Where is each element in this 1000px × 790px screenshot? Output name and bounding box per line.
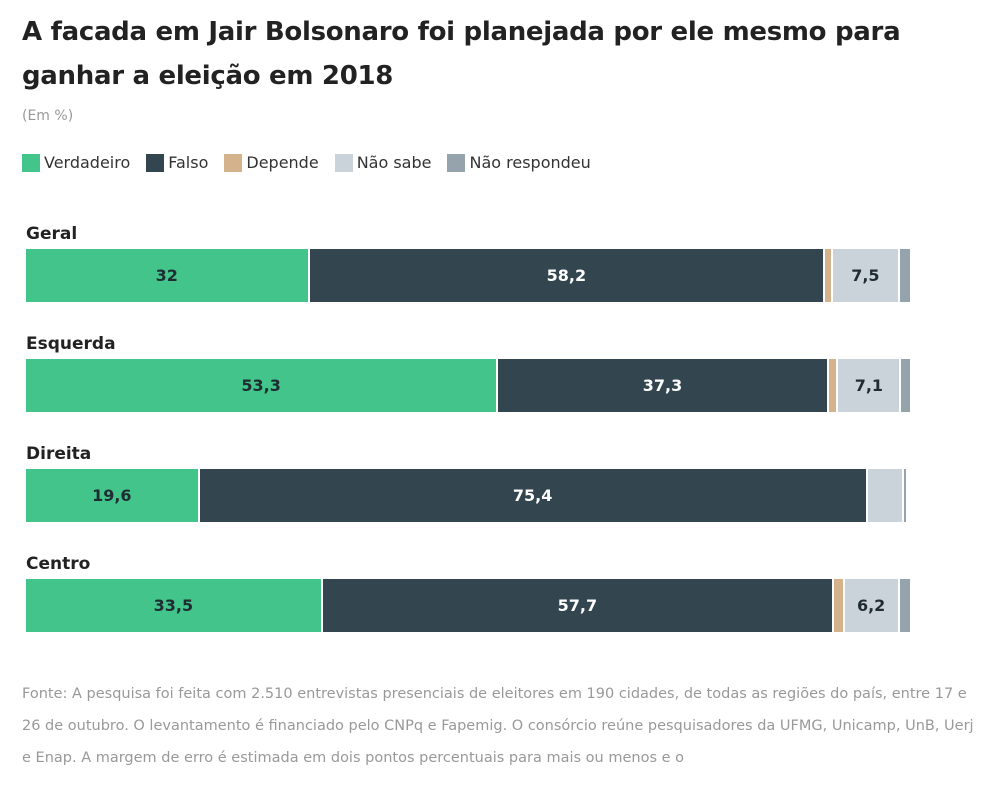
chart-subtitle: (Em %) <box>22 108 74 124</box>
data-label: 19,6 <box>92 486 132 505</box>
data-label: 57,7 <box>557 596 598 615</box>
legend-label: Verdadeiro <box>44 153 131 172</box>
source-note: Fonte: A pesquisa foi feita com 2.510 en… <box>22 686 974 766</box>
data-label: 7,5 <box>851 266 880 285</box>
stacked-bar: 19,6 75,4 <box>26 469 912 522</box>
legend-item: Falso <box>146 153 208 172</box>
bar-segment-n-o-sabe: 7,5 <box>833 249 900 302</box>
bar-segment-falso: 58,2 <box>309 249 826 302</box>
chart-title: A facada em Jair Bolsonaro foi planejada… <box>22 17 901 91</box>
bar-segment-n-o-sabe <box>867 469 904 522</box>
category-label: Esquerda <box>26 334 116 354</box>
bar-segment-n-o-respondeu <box>899 579 912 632</box>
legend-label: Não respondeu <box>469 153 591 172</box>
legend-swatch <box>334 153 353 172</box>
bar-segment-verdadeiro: 53,3 <box>26 359 499 412</box>
bar-segment-n-o-respondeu <box>899 249 912 302</box>
legend-label: Depende <box>246 153 319 172</box>
bar-segment-depende <box>834 579 845 632</box>
bar-segment-n-o-sabe: 6,2 <box>844 579 900 632</box>
legend-swatch <box>146 153 165 172</box>
category-label: Direita <box>26 444 92 464</box>
legend-label: Não sabe <box>356 153 432 172</box>
legend-item: Depende <box>224 153 319 172</box>
stacked-bar: 53,3 37,3 7,1 <box>26 359 912 412</box>
legend: Verdadeiro Falso Depende Não sabe Não respon… <box>22 153 607 172</box>
legend-item: Não sabe <box>334 153 432 172</box>
bar-segment-falso: 37,3 <box>498 359 829 412</box>
legend-item: Verdadeiro <box>22 153 130 172</box>
bar-segment-n-o-respondeu <box>901 359 912 412</box>
bar-segment-verdadeiro: 19,6 <box>26 469 200 522</box>
bar-segment-verdadeiro: 32 <box>26 249 310 302</box>
stacked-bar: 32 58,2 7,5 <box>26 249 912 302</box>
data-label: 32 <box>155 266 178 285</box>
data-label: 6,2 <box>856 596 886 615</box>
category-label: Centro <box>26 554 91 574</box>
bar-segment-falso: 57,7 <box>322 579 835 632</box>
bar-segment-falso: 75,4 <box>199 469 868 522</box>
data-label: 53,3 <box>241 376 281 395</box>
bar-segment-depende <box>828 359 839 412</box>
stacked-bar: 33,5 57,7 6,2 <box>26 579 912 632</box>
data-label: 33,5 <box>153 596 194 615</box>
bar-segment-n-o-sabe: 7,1 <box>838 359 902 412</box>
data-label: 37,3 <box>642 376 683 395</box>
legend-label: Falso <box>168 153 209 172</box>
bar-segment-n-o-respondeu <box>904 469 909 522</box>
bar-segment-verdadeiro: 33,5 <box>26 579 323 632</box>
legend-swatch <box>447 153 466 172</box>
data-label: 58,2 <box>546 266 587 285</box>
category-label: Geral <box>26 224 78 244</box>
bar-segment-depende <box>825 249 834 302</box>
legend-swatch <box>22 153 40 172</box>
data-label: 75,4 <box>512 486 553 505</box>
data-label: 7,1 <box>854 376 884 395</box>
legend-item: Não respondeu <box>447 153 591 172</box>
legend-swatch <box>224 153 243 172</box>
